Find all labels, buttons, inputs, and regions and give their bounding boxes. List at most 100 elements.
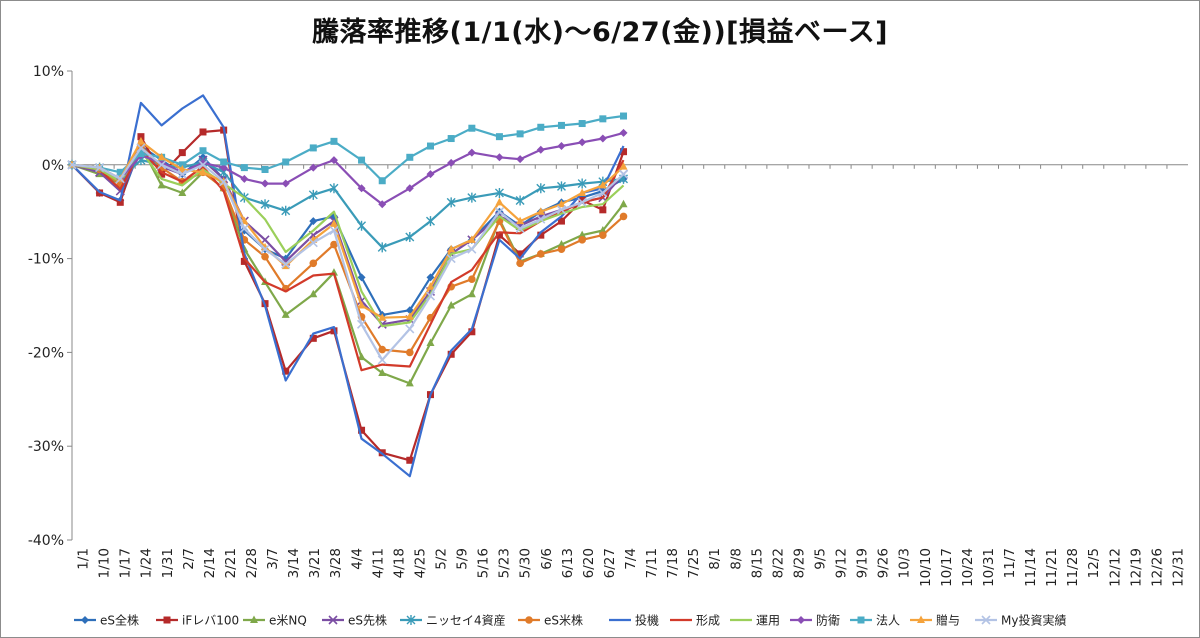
data-point <box>357 220 367 231</box>
legend-label: eS先株 <box>348 613 387 628</box>
x-tick-label: 12/19 <box>1128 548 1144 587</box>
data-point <box>158 170 166 178</box>
x-tick-label: 7/25 <box>686 548 702 578</box>
x-tick-label: 1/17 <box>118 548 134 578</box>
legend-swatch-marker <box>917 615 925 623</box>
legend-item: eS米株 <box>518 613 583 628</box>
series-13 <box>67 143 629 365</box>
x-tick-label: 7/18 <box>665 548 681 578</box>
legend-item: eS先株 <box>322 613 387 628</box>
data-point <box>378 177 386 185</box>
chart-title: 騰落率推移(1/1(水)～6/27(金))[損益ベース] <box>311 17 889 48</box>
data-point <box>467 244 477 254</box>
data-point <box>598 188 608 198</box>
data-point <box>281 179 290 188</box>
series-line <box>71 131 624 206</box>
data-point <box>557 142 566 151</box>
x-tick-label: 6/6 <box>539 548 555 570</box>
x-tick-label: 12/26 <box>1149 548 1165 587</box>
data-point <box>357 301 366 309</box>
x-tick-label: 8/8 <box>728 548 744 570</box>
data-point <box>240 257 248 265</box>
data-point <box>537 231 545 239</box>
data-point <box>598 180 607 189</box>
y-tick-label: 10% <box>33 64 64 80</box>
data-point <box>467 235 476 243</box>
series-line <box>71 146 625 361</box>
data-point <box>357 352 366 361</box>
data-point <box>282 367 290 375</box>
data-point <box>536 207 545 215</box>
data-point <box>495 153 504 162</box>
data-point <box>578 196 586 204</box>
data-point <box>309 289 318 298</box>
legend-label: iFレバ100 <box>182 614 239 628</box>
data-point <box>356 319 367 329</box>
legend-item: iFレバ100 <box>156 614 239 628</box>
x-tick-label: 6/27 <box>602 548 618 578</box>
data-point <box>219 177 229 187</box>
legend-label: ニッセイ4資産 <box>426 613 506 628</box>
data-point <box>578 236 586 244</box>
y-tick-label: 0% <box>42 158 64 174</box>
data-point <box>516 216 525 225</box>
data-point <box>137 133 145 141</box>
data-point <box>467 192 477 203</box>
x-tick-label: 4/25 <box>412 548 428 578</box>
data-point <box>557 121 565 129</box>
data-point <box>494 207 504 217</box>
data-point <box>261 165 269 173</box>
data-point <box>406 153 414 161</box>
x-tick-label: 3/7 <box>265 548 281 570</box>
x-tick-label: 11/7 <box>1002 548 1018 578</box>
data-point <box>537 123 545 131</box>
data-point <box>425 216 435 227</box>
data-point <box>177 169 187 179</box>
x-tick-label: 1/1 <box>76 548 92 570</box>
data-point <box>495 133 503 141</box>
legend-label: 法人 <box>876 614 900 628</box>
legend-label: 運用 <box>756 614 780 628</box>
legend-label: My投資実績 <box>1001 613 1066 628</box>
data-point <box>467 289 476 298</box>
data-point <box>468 275 476 284</box>
data-point <box>619 199 628 208</box>
data-point <box>329 156 338 165</box>
legend-swatch-marker <box>525 616 533 624</box>
data-point <box>495 197 504 206</box>
data-point <box>405 324 415 334</box>
data-point <box>425 291 436 301</box>
data-point <box>178 149 186 157</box>
data-point <box>516 259 524 268</box>
data-point <box>536 214 546 224</box>
data-point <box>157 160 167 170</box>
data-point <box>426 142 434 150</box>
data-point <box>308 189 318 200</box>
data-point <box>557 217 565 225</box>
x-tick-label: 5/16 <box>476 548 492 578</box>
series-line <box>71 94 625 478</box>
data-point <box>309 334 317 342</box>
x-tick-label: 10/17 <box>939 548 955 587</box>
x-tick-label: 10/24 <box>960 548 976 587</box>
legend-label: 贈与 <box>936 613 960 628</box>
legend-item: ニッセイ4資産 <box>400 613 506 628</box>
y-tick-label: -30% <box>28 439 64 455</box>
data-point <box>620 148 628 156</box>
data-point <box>329 219 338 227</box>
data-point <box>261 179 270 188</box>
x-tick-label: 12/12 <box>1107 548 1123 587</box>
data-point <box>261 252 269 261</box>
x-tick-label: 5/30 <box>518 548 534 578</box>
legend-label: e米NQ <box>269 614 307 628</box>
x-tick-label: 11/28 <box>1065 548 1081 587</box>
data-point <box>405 378 414 387</box>
x-tick-label: 2/28 <box>244 548 260 578</box>
legend-item: eS全株 <box>74 613 139 628</box>
data-point <box>116 168 124 176</box>
x-tick-label: 1/10 <box>97 548 113 578</box>
data-point <box>516 130 524 138</box>
data-point <box>357 273 366 282</box>
data-point <box>67 160 77 170</box>
data-point <box>598 134 607 143</box>
